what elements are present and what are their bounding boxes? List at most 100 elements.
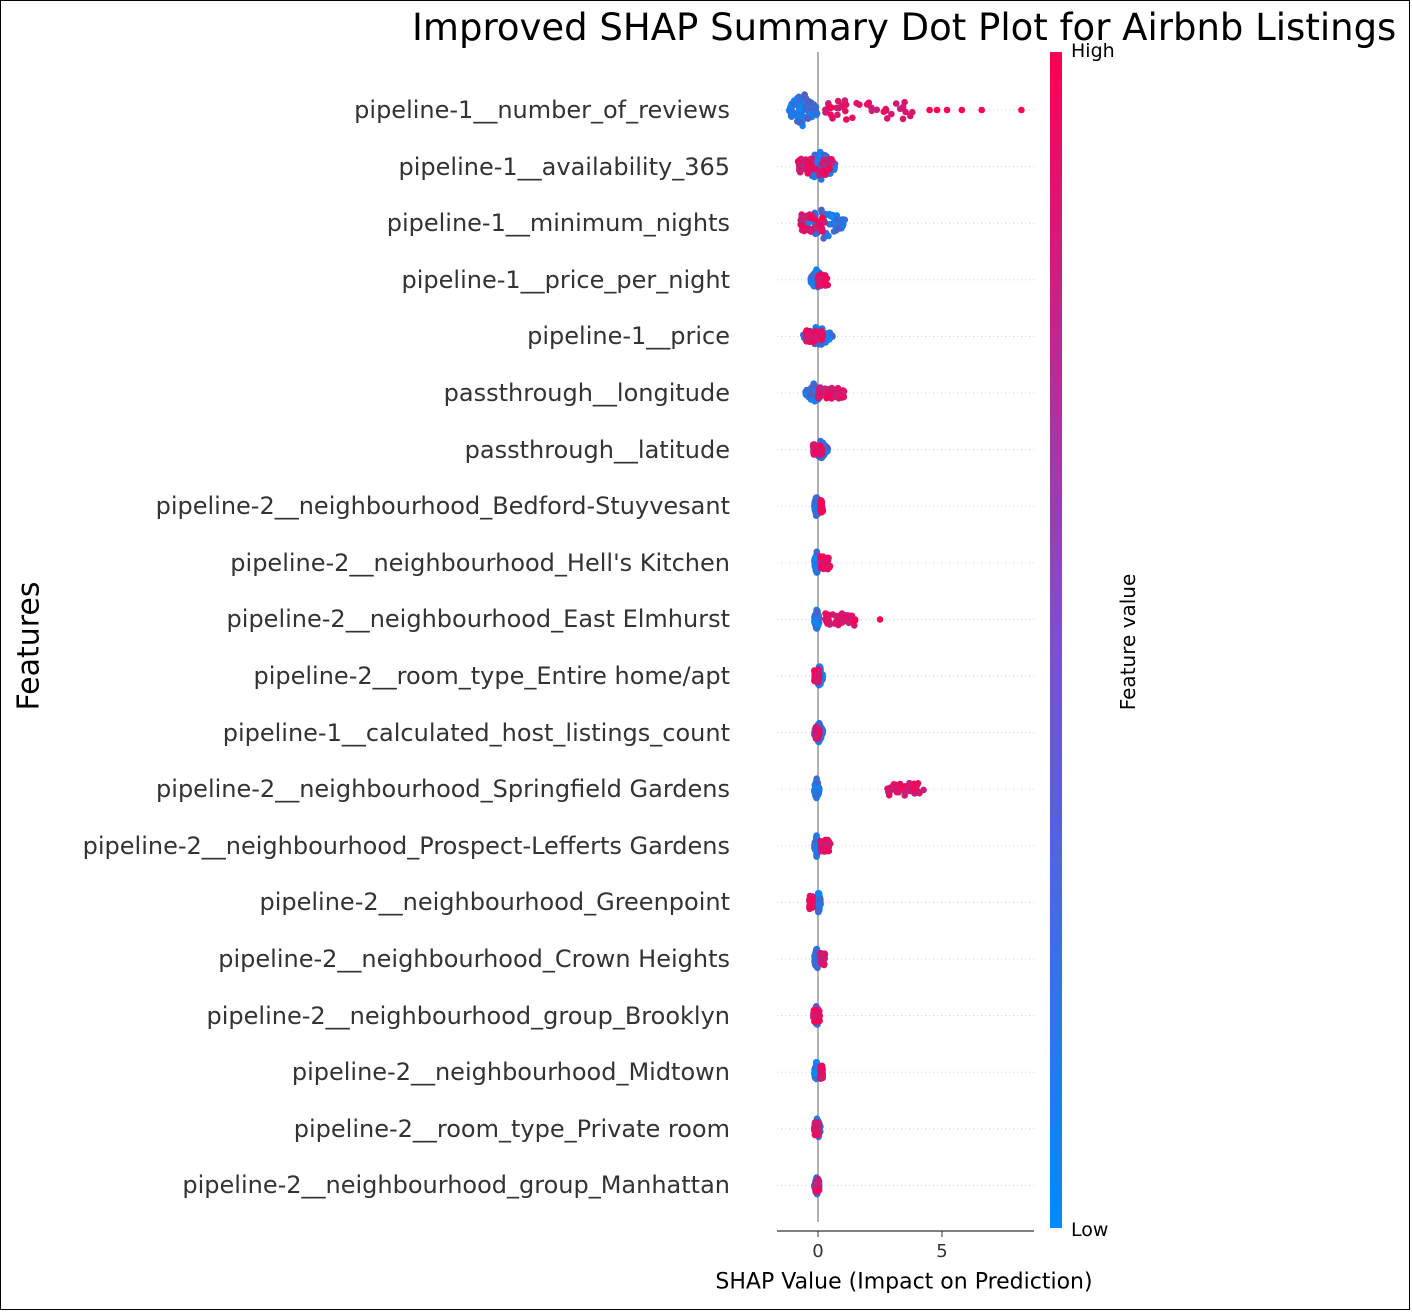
- feature-label: pipeline-2__neighbourhood_Hell's Kitchen: [230, 548, 730, 577]
- x-tick-label: 0: [812, 1241, 824, 1262]
- shap-dot: [811, 1125, 819, 1133]
- x-axis-label: SHAP Value (Impact on Prediction): [715, 1269, 1093, 1295]
- feature-label: pipeline-1__calculated_host_listings_cou…: [222, 718, 730, 747]
- feature-label: pipeline-2__neighbourhood_group_Brooklyn: [206, 1001, 730, 1030]
- shap-dot: [807, 214, 814, 222]
- shap-outlier-dot: [1018, 106, 1025, 114]
- shap-dot: [795, 93, 803, 101]
- shap-dot: [834, 614, 842, 621]
- feature-label: pipeline-1__price: [527, 322, 730, 351]
- feature-label: pipeline-2__neighbourhood_East Elmhurst: [226, 605, 730, 634]
- shap-dot: [842, 107, 849, 115]
- shap-dot: [830, 228, 838, 235]
- shap-dot: [819, 1073, 826, 1081]
- shap-dot: [819, 507, 827, 515]
- shap-dot: [817, 553, 824, 560]
- shap-dot: [814, 788, 822, 796]
- feature-dot-row: [811, 1174, 823, 1198]
- shap-dot: [820, 151, 827, 159]
- feature-dot-row: [811, 1115, 824, 1141]
- feature-dot-row: [785, 91, 1025, 130]
- shap-dot: [810, 1013, 817, 1021]
- shap-dot: [913, 782, 921, 789]
- shap-dot: [813, 266, 820, 273]
- feature-label: pipeline-2__neighbourhood_Prospect-Leffe…: [82, 831, 730, 860]
- shap-dot: [825, 232, 832, 240]
- feature-label: pipeline-2__neighbourhood_Crown Heights: [218, 945, 730, 973]
- shap-dot: [797, 105, 804, 113]
- shap-dot: [799, 226, 807, 233]
- shap-dot: [832, 393, 839, 401]
- shap-dot: [812, 554, 819, 562]
- feature-dot-row: [811, 548, 834, 576]
- feature-dot-row: [811, 719, 827, 746]
- shap-dot: [893, 788, 901, 796]
- shap-dot: [808, 161, 815, 169]
- shap-dot: [849, 114, 856, 122]
- feature-dot-row: [811, 606, 884, 632]
- shap-dot: [826, 621, 833, 628]
- feature-dot-row: [797, 206, 849, 242]
- shap-dot: [806, 331, 813, 338]
- shap-dot: [899, 115, 907, 123]
- feature-label: pipeline-2__neighbourhood_group_Manhatta…: [182, 1171, 730, 1200]
- feature-dot-row: [811, 494, 827, 519]
- feature-label: pipeline-2__neighbourhood_Bedford-Stuyve…: [155, 492, 730, 521]
- x-axis: [777, 1230, 1034, 1237]
- shap-dot: [809, 896, 816, 903]
- x-tick-label: 5: [936, 1241, 948, 1262]
- shap-dot: [840, 393, 847, 401]
- shap-dot: [811, 1007, 819, 1015]
- shap-dot: [823, 554, 831, 562]
- shap-dot: [812, 328, 819, 335]
- shap-dot: [831, 620, 838, 627]
- feature-label: pipeline-2__neighbourhood_Springfield Ga…: [156, 775, 730, 804]
- feature-label: pipeline-1__minimum_nights: [386, 209, 730, 238]
- feature-dot-row: [794, 148, 839, 183]
- shap-dot: [801, 91, 808, 98]
- shap-dot: [916, 789, 923, 797]
- shap-dot: [807, 228, 814, 235]
- shap-dot: [888, 110, 895, 118]
- shap-dot: [817, 1066, 824, 1073]
- shap-dot: [813, 609, 820, 616]
- feature-dot-row: [811, 775, 927, 802]
- shap-dot: [817, 951, 825, 959]
- dot-layer: [785, 91, 1025, 1198]
- shap-dot: [816, 896, 824, 903]
- shap-dot: [812, 1063, 819, 1071]
- shap-dot: [815, 1013, 823, 1020]
- shap-dot: [818, 160, 826, 168]
- shap-dot: [817, 500, 824, 508]
- shap-dot: [804, 170, 811, 177]
- shap-dot: [826, 165, 833, 173]
- shap-dot: [817, 384, 824, 391]
- shap-dot: [790, 101, 798, 108]
- shap-dot: [819, 330, 826, 338]
- shap-dot: [822, 615, 829, 622]
- shap-dot: [812, 1180, 819, 1187]
- shap-dot: [834, 97, 842, 105]
- shap-dot: [818, 206, 825, 214]
- shap-dot: [803, 161, 810, 169]
- shap-outlier-dot: [943, 106, 951, 114]
- shap-dot: [825, 157, 833, 164]
- colorbar-low-label: Low: [1071, 1219, 1109, 1241]
- feature-label: pipeline-2__room_type_Private room: [293, 1114, 730, 1143]
- shap-dot: [853, 99, 860, 107]
- shap-dot: [828, 384, 836, 392]
- shap-dot: [795, 161, 803, 169]
- shap-dot: [820, 279, 828, 287]
- feature-label: pipeline-1__price_per_night: [401, 265, 730, 294]
- shap-dot: [791, 109, 798, 117]
- shap-dot: [902, 786, 910, 793]
- shap-dot: [819, 214, 826, 222]
- feature-dot-row: [807, 266, 832, 291]
- shap-dot: [814, 906, 822, 914]
- shap-dot: [805, 98, 812, 105]
- shap-dot: [816, 221, 823, 229]
- feature-dot-row: [806, 889, 824, 916]
- shap-outlier-dot: [933, 106, 941, 114]
- shap-outlier-dot: [926, 106, 933, 114]
